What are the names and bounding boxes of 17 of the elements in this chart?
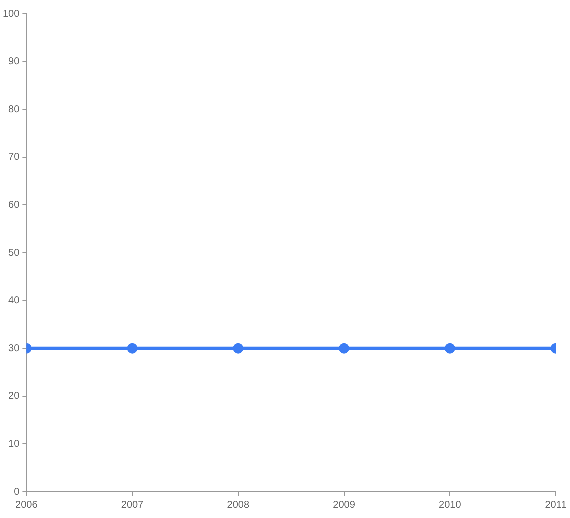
y-tick-label: 30: [8, 343, 20, 354]
x-tick-label: 2006: [16, 500, 38, 511]
x-tick-label: 2008: [227, 500, 250, 511]
y-tick-label: 20: [8, 391, 20, 402]
x-tick-label: 2007: [121, 500, 144, 511]
y-tick-label: 100: [2, 8, 20, 20]
y-tick-label: 10: [8, 438, 20, 450]
y-tick-label: 60: [8, 200, 20, 211]
x-tick-label: 2010: [439, 500, 462, 511]
x-tick-label: 2009: [333, 500, 356, 511]
x-tick-label: 2011: [545, 500, 568, 511]
y-tick-label: 40: [8, 296, 20, 307]
y-tick-label: 70: [8, 152, 20, 164]
y-tick-label: 0: [14, 486, 20, 498]
y-tick-label: 50: [8, 248, 20, 259]
y-tick-label: 90: [8, 56, 20, 68]
y-tick-label: 80: [8, 104, 20, 116]
